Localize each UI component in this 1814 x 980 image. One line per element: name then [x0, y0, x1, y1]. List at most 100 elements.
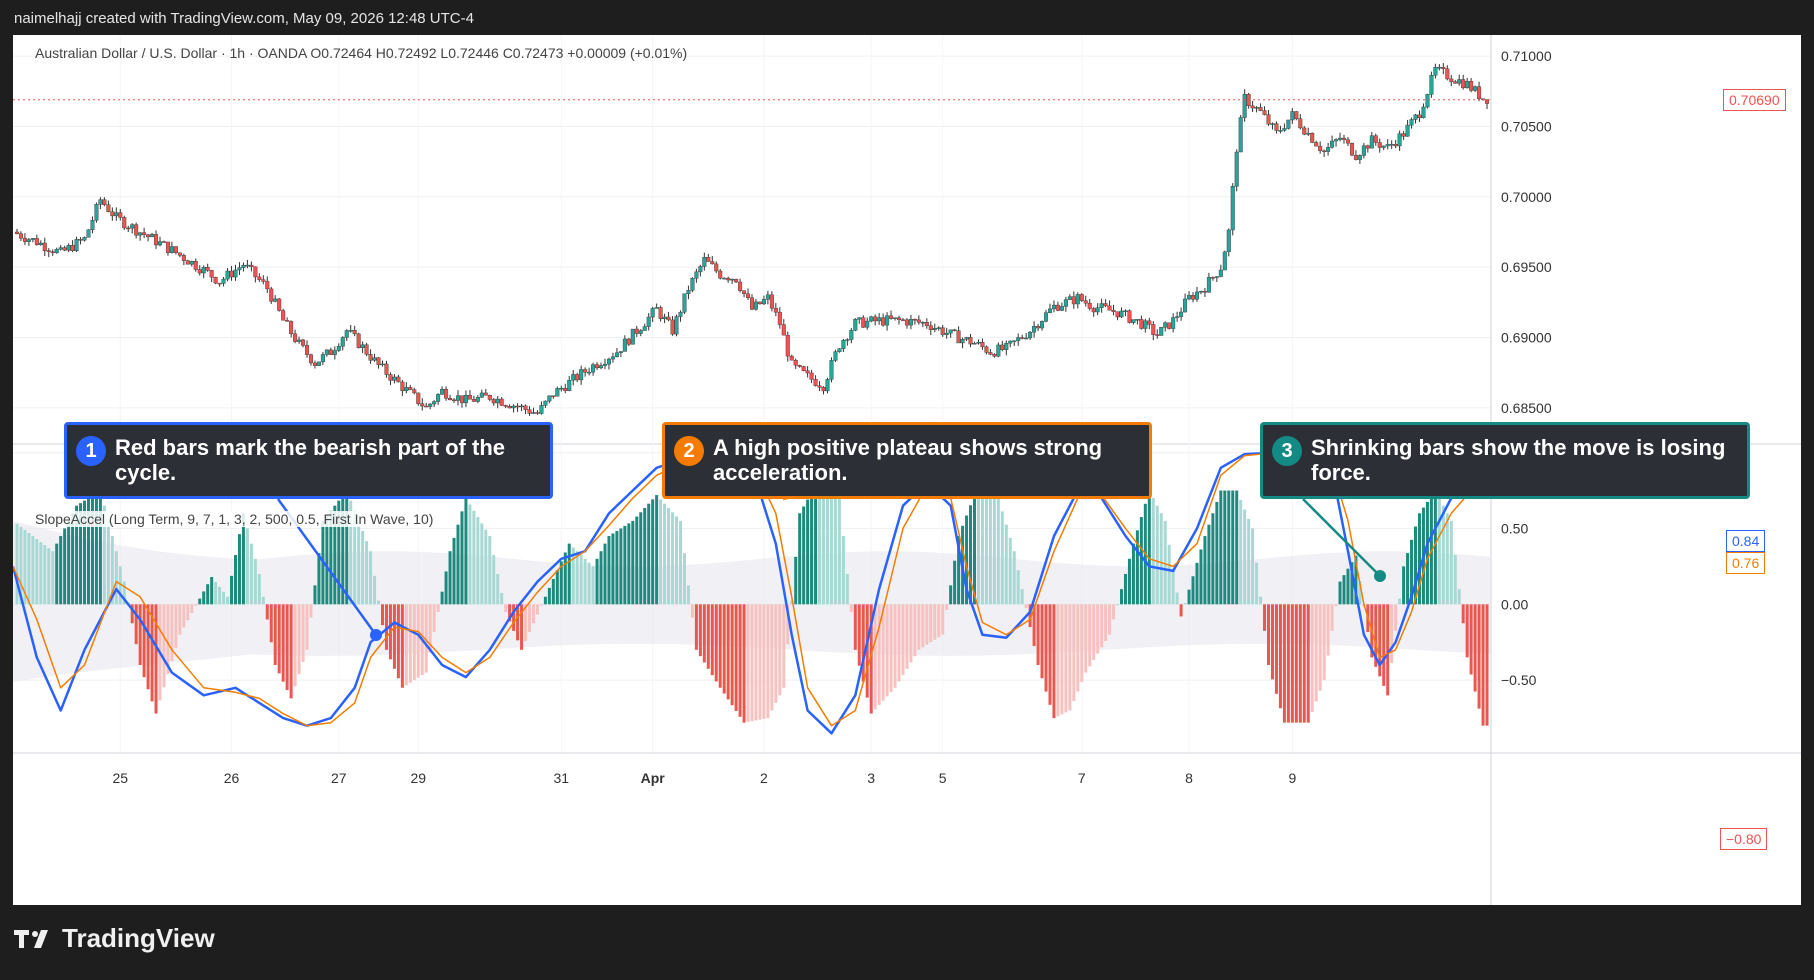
histogram-bar: [337, 500, 341, 605]
histogram-bar: [416, 604, 420, 678]
candle-body: [563, 387, 568, 391]
candle-body: [249, 264, 254, 267]
candle-body: [1075, 294, 1080, 305]
histogram-bar: [110, 536, 114, 605]
histogram-bar: [1163, 520, 1167, 605]
histogram-bar: [770, 604, 774, 711]
candle-body: [817, 385, 822, 388]
candle-body: [424, 405, 429, 408]
histogram-bar: [1477, 604, 1481, 709]
candle-body: [920, 321, 925, 324]
histogram-bar: [500, 592, 504, 605]
histogram-bar: [921, 604, 925, 648]
candle-body: [1250, 105, 1255, 109]
candle-body: [1123, 310, 1128, 312]
histogram-bar: [1088, 604, 1092, 667]
histogram-bar: [531, 604, 535, 624]
candle-body: [1282, 128, 1287, 131]
candle-body: [730, 278, 735, 281]
histogram-bar: [1191, 576, 1195, 605]
histogram-bar: [730, 604, 734, 706]
histogram-bar: [1239, 500, 1243, 605]
candle-body: [1107, 305, 1112, 311]
candle-body: [968, 337, 973, 345]
candle-body: [829, 360, 834, 380]
candle-body: [559, 387, 564, 390]
candle-body: [1433, 67, 1438, 76]
histogram-bar: [702, 604, 706, 663]
histogram-bar: [575, 551, 579, 605]
candle-body: [1314, 142, 1319, 147]
candle-body: [229, 270, 234, 278]
candle-body: [90, 220, 95, 230]
time-axis-tick: 31: [554, 770, 570, 786]
candle-body: [22, 237, 27, 242]
candle-body: [777, 311, 782, 325]
last-price-label: 0.70690: [1723, 89, 1786, 111]
candle-body: [618, 351, 623, 353]
candle-body: [1020, 337, 1025, 339]
histogram-bar: [1223, 490, 1227, 605]
histogram-bar: [194, 604, 198, 606]
histogram-bar: [818, 487, 822, 605]
histogram-bar: [945, 604, 949, 610]
candle-body: [277, 298, 282, 311]
candle-body: [583, 369, 588, 373]
candle-body: [245, 264, 250, 267]
histogram-bar: [1215, 501, 1219, 605]
candle-body: [1115, 311, 1120, 318]
candle-body: [984, 346, 989, 353]
candle-body: [1191, 295, 1196, 300]
candle-body: [471, 399, 476, 402]
candle-body: [1214, 276, 1219, 278]
histogram-bar: [1274, 604, 1278, 694]
histogram-bar: [345, 490, 349, 605]
candle-body: [1155, 334, 1160, 336]
histogram-bar: [106, 520, 110, 605]
histogram-bar: [35, 539, 39, 605]
tradingview-logo-icon: [14, 929, 48, 948]
histogram-bar: [1445, 513, 1449, 605]
candle-body: [861, 317, 866, 328]
candle-body: [368, 354, 373, 361]
candle-body: [388, 374, 393, 381]
histogram-bar: [524, 604, 528, 641]
candle-body: [1353, 154, 1358, 160]
price-axis-tick: 0.71000: [1501, 48, 1552, 64]
candle-body: [1206, 277, 1211, 293]
candle-body: [893, 317, 898, 319]
histogram-bar: [1354, 555, 1358, 605]
histogram-bar: [1020, 589, 1024, 605]
histogram-bar: [714, 604, 718, 682]
candle-body: [483, 392, 488, 396]
histogram-bar: [277, 604, 281, 674]
callout-3-badge: 3: [1272, 436, 1302, 466]
histogram-bar: [623, 525, 627, 605]
histogram-bar: [746, 604, 750, 722]
candle-body: [746, 293, 751, 298]
candle-body: [1047, 308, 1052, 313]
candle-body: [976, 342, 981, 344]
candle-body: [753, 301, 758, 310]
chart-svg[interactable]: 0.71000 0.70500 0.70000 0.69500 0.69000 0.685…: [13, 35, 1801, 905]
histogram-bar: [980, 496, 984, 605]
histogram-bar: [329, 510, 333, 605]
candle-body: [376, 357, 381, 365]
histogram-bar: [1175, 592, 1179, 605]
candle-body: [58, 247, 63, 250]
histogram-bar: [146, 604, 150, 690]
callout-2-badge: 2: [674, 436, 704, 466]
price-axis-tick: 0.69500: [1501, 259, 1552, 275]
candle-body: [1449, 78, 1454, 82]
candle-body: [1063, 299, 1068, 307]
histogram-bar: [953, 560, 957, 605]
histogram-bar: [476, 517, 480, 605]
histogram-bar: [1437, 498, 1441, 605]
candle-body: [380, 363, 385, 366]
candle-body: [400, 381, 405, 391]
histogram-bar: [1485, 604, 1489, 726]
time-axis-tick: 2: [760, 770, 768, 786]
indicator-axis-tick: 0.00: [1501, 596, 1528, 612]
histogram-bar: [452, 537, 456, 605]
histogram-bar: [1147, 490, 1151, 605]
